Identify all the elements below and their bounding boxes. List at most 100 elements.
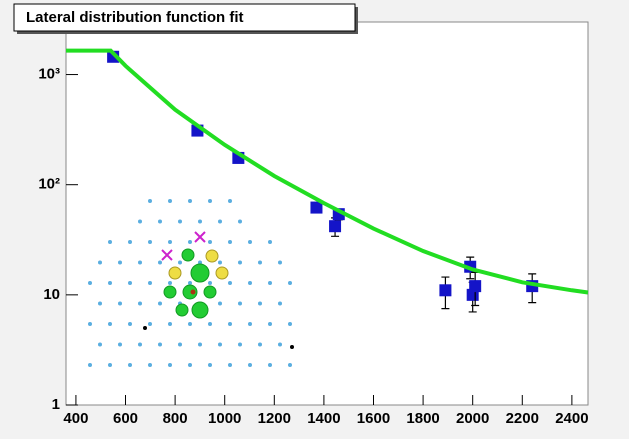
station <box>108 363 112 367</box>
station <box>208 363 212 367</box>
station <box>268 240 272 244</box>
station <box>208 281 212 285</box>
station <box>158 260 162 265</box>
station <box>108 281 112 285</box>
station <box>88 322 92 326</box>
x-tick-label: 600 <box>113 410 138 427</box>
station <box>178 342 182 347</box>
station <box>128 363 132 367</box>
station <box>138 301 142 306</box>
station <box>248 240 252 244</box>
dead-station <box>143 326 147 330</box>
station <box>218 260 222 265</box>
station <box>218 342 222 347</box>
hit-station <box>175 303 189 317</box>
station <box>238 301 242 306</box>
x-tick-label: 2000 <box>456 410 489 427</box>
station <box>158 342 162 347</box>
station <box>288 363 292 367</box>
station <box>188 281 192 285</box>
station <box>148 199 152 203</box>
hit-station <box>190 263 210 283</box>
x-tick-label: 800 <box>163 410 188 427</box>
data-point <box>439 284 452 297</box>
station <box>238 342 242 347</box>
fit-curve <box>66 48 589 295</box>
x-tick-label: 1800 <box>406 410 439 427</box>
y-tick-label: 10 <box>43 286 60 303</box>
x-tick-label: 1400 <box>307 410 340 427</box>
hit-station <box>191 301 209 319</box>
station <box>118 301 122 306</box>
station <box>268 322 272 326</box>
station <box>188 363 192 367</box>
x-tick-label: 400 <box>63 410 88 427</box>
x-tick-label: 1000 <box>208 410 241 427</box>
station <box>118 260 122 265</box>
station <box>98 301 102 306</box>
x-tick-label: 1200 <box>258 410 291 427</box>
station <box>128 322 132 326</box>
station <box>208 199 212 203</box>
data-point <box>191 124 204 137</box>
station <box>118 342 122 347</box>
station <box>158 219 162 224</box>
station <box>138 219 142 224</box>
station <box>228 281 232 285</box>
station <box>198 342 202 347</box>
station <box>178 260 182 265</box>
station <box>218 219 222 224</box>
saturated-station <box>168 266 182 280</box>
detector-map <box>88 199 294 367</box>
station <box>138 260 142 265</box>
station <box>238 219 242 224</box>
station <box>158 301 162 306</box>
station <box>258 301 262 306</box>
station <box>288 281 292 285</box>
station <box>278 301 282 306</box>
station <box>148 322 152 326</box>
data-point <box>310 201 323 214</box>
data-point <box>329 220 342 233</box>
station <box>168 281 172 285</box>
station <box>248 281 252 285</box>
station <box>238 260 242 265</box>
station <box>108 322 112 326</box>
station <box>168 322 172 326</box>
data-point <box>469 280 482 293</box>
hit-station <box>163 285 177 299</box>
y-tick-label: 10² <box>38 176 60 193</box>
station <box>218 301 222 306</box>
station <box>138 342 142 347</box>
station <box>98 260 102 265</box>
station <box>178 219 182 224</box>
y-tick-label: 1 <box>52 396 60 413</box>
station <box>288 322 292 326</box>
hit-station <box>203 285 217 299</box>
station <box>148 240 152 244</box>
station <box>208 322 212 326</box>
station <box>188 322 192 326</box>
station <box>108 240 112 244</box>
hit-station <box>181 248 195 262</box>
station <box>88 363 92 367</box>
core-marker <box>194 231 206 243</box>
station <box>98 342 102 347</box>
saturated-station <box>215 266 229 280</box>
station <box>258 260 262 265</box>
station <box>208 240 212 244</box>
saturated-station <box>205 249 219 263</box>
x-tick-label: 2400 <box>555 410 588 427</box>
station <box>228 322 232 326</box>
y-tick-label: 10³ <box>38 66 60 83</box>
station <box>148 363 152 367</box>
x-tick-label: 1600 <box>357 410 390 427</box>
station <box>168 363 172 367</box>
station <box>248 363 252 367</box>
station <box>128 240 132 244</box>
dead-station <box>290 345 294 349</box>
core-marker <box>161 249 173 261</box>
core <box>190 289 196 295</box>
station <box>228 199 232 203</box>
